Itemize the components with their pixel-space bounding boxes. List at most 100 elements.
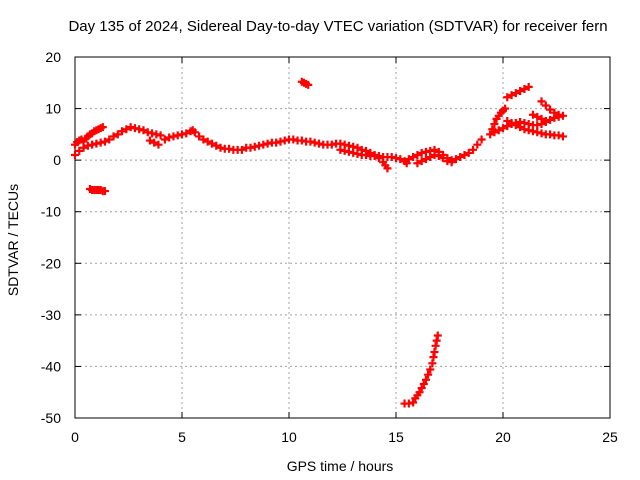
plot-frame — [74, 56, 611, 419]
data-point — [469, 145, 478, 154]
data-point — [456, 153, 465, 162]
data-point — [113, 130, 122, 139]
data-point — [409, 153, 418, 162]
x-tick-label: 0 — [71, 429, 79, 445]
data-point — [524, 82, 533, 91]
data-point — [304, 80, 313, 89]
data-point — [533, 112, 542, 121]
data-point — [558, 132, 567, 141]
data-point — [71, 150, 79, 159]
data-point — [516, 123, 525, 132]
x-tick-label: 5 — [178, 429, 186, 445]
data-point — [520, 84, 529, 93]
data-point — [507, 119, 516, 128]
data-point — [494, 126, 503, 135]
data-point — [503, 93, 512, 102]
data-point — [100, 187, 109, 196]
data-point — [182, 129, 191, 138]
data-point — [541, 116, 550, 125]
data-point — [199, 135, 208, 144]
data-point — [79, 143, 88, 152]
data-point — [156, 131, 165, 140]
data-point — [546, 105, 555, 114]
data-point — [122, 125, 131, 134]
data-point — [433, 331, 442, 340]
data-point — [415, 388, 424, 397]
series-main-band — [71, 123, 486, 173]
y-tick-label: 20 — [45, 49, 61, 65]
data-point — [426, 153, 435, 162]
y-tick-label: -10 — [41, 204, 61, 220]
data-point — [402, 159, 411, 168]
y-tick-label: -40 — [41, 358, 61, 374]
data-point — [516, 87, 525, 96]
data-point — [499, 124, 507, 133]
grid-lines — [75, 57, 610, 418]
data-point — [417, 157, 426, 166]
data-point — [212, 141, 221, 150]
data-point — [203, 137, 212, 146]
y-tick-label: 0 — [53, 152, 61, 168]
x-axis-label: GPS time / hours — [287, 458, 394, 474]
data-point — [451, 155, 460, 164]
y-tick-label: 10 — [45, 101, 61, 117]
x-tick-labels: 0 5 10 15 20 25 — [71, 429, 618, 445]
data-point — [419, 379, 428, 388]
y-tick-label: -50 — [41, 410, 61, 426]
x-tick-label: 25 — [602, 429, 618, 445]
data-point — [109, 132, 118, 141]
axis-ticks — [74, 56, 611, 419]
data-point — [477, 135, 486, 144]
data-point — [464, 148, 473, 157]
data-point — [404, 155, 413, 164]
data-point — [434, 152, 443, 161]
data-point — [421, 155, 430, 164]
data-point — [541, 101, 550, 110]
x-tick-label: 20 — [495, 429, 511, 445]
chart-title: Day 135 of 2024, Sidereal Day-to-day VTE… — [68, 18, 607, 35]
data-point — [413, 159, 422, 168]
data-point — [424, 370, 433, 379]
data-point — [511, 89, 520, 98]
data-points — [71, 77, 567, 408]
data-point — [409, 398, 418, 407]
y-tick-label: -20 — [41, 255, 61, 271]
data-point — [554, 110, 563, 119]
data-point — [473, 140, 482, 149]
data-point — [145, 136, 154, 145]
y-tick-label: -30 — [41, 307, 61, 323]
data-point — [190, 128, 199, 137]
data-point — [537, 114, 546, 123]
data-point — [490, 128, 499, 137]
data-point — [550, 108, 559, 117]
data-point — [237, 145, 246, 154]
data-point — [421, 375, 430, 384]
data-point — [537, 97, 546, 106]
data-point — [207, 139, 216, 148]
data-point — [160, 135, 169, 144]
series-late-cluster — [486, 82, 567, 141]
data-point — [501, 104, 510, 113]
data-point — [511, 121, 520, 130]
y-tick-labels: -50 -40 -30 -20 -10 0 10 20 — [41, 49, 61, 426]
series-isolated-patches — [85, 77, 313, 196]
data-point — [118, 127, 127, 136]
data-point — [528, 110, 537, 119]
data-point — [98, 123, 107, 132]
data-point — [426, 365, 435, 374]
data-point — [139, 126, 148, 135]
data-point — [75, 146, 84, 155]
data-point — [396, 155, 405, 164]
data-point — [100, 137, 109, 146]
data-point — [413, 150, 422, 159]
data-point — [439, 154, 448, 163]
x-tick-label: 15 — [388, 429, 404, 445]
data-point — [105, 135, 114, 144]
data-point — [507, 91, 516, 100]
data-point — [503, 116, 512, 125]
data-point — [486, 130, 495, 139]
y-axis-label: SDTVAR / TECUs — [5, 184, 21, 296]
data-point — [490, 120, 499, 129]
data-point — [447, 158, 456, 167]
data-point — [383, 164, 392, 173]
